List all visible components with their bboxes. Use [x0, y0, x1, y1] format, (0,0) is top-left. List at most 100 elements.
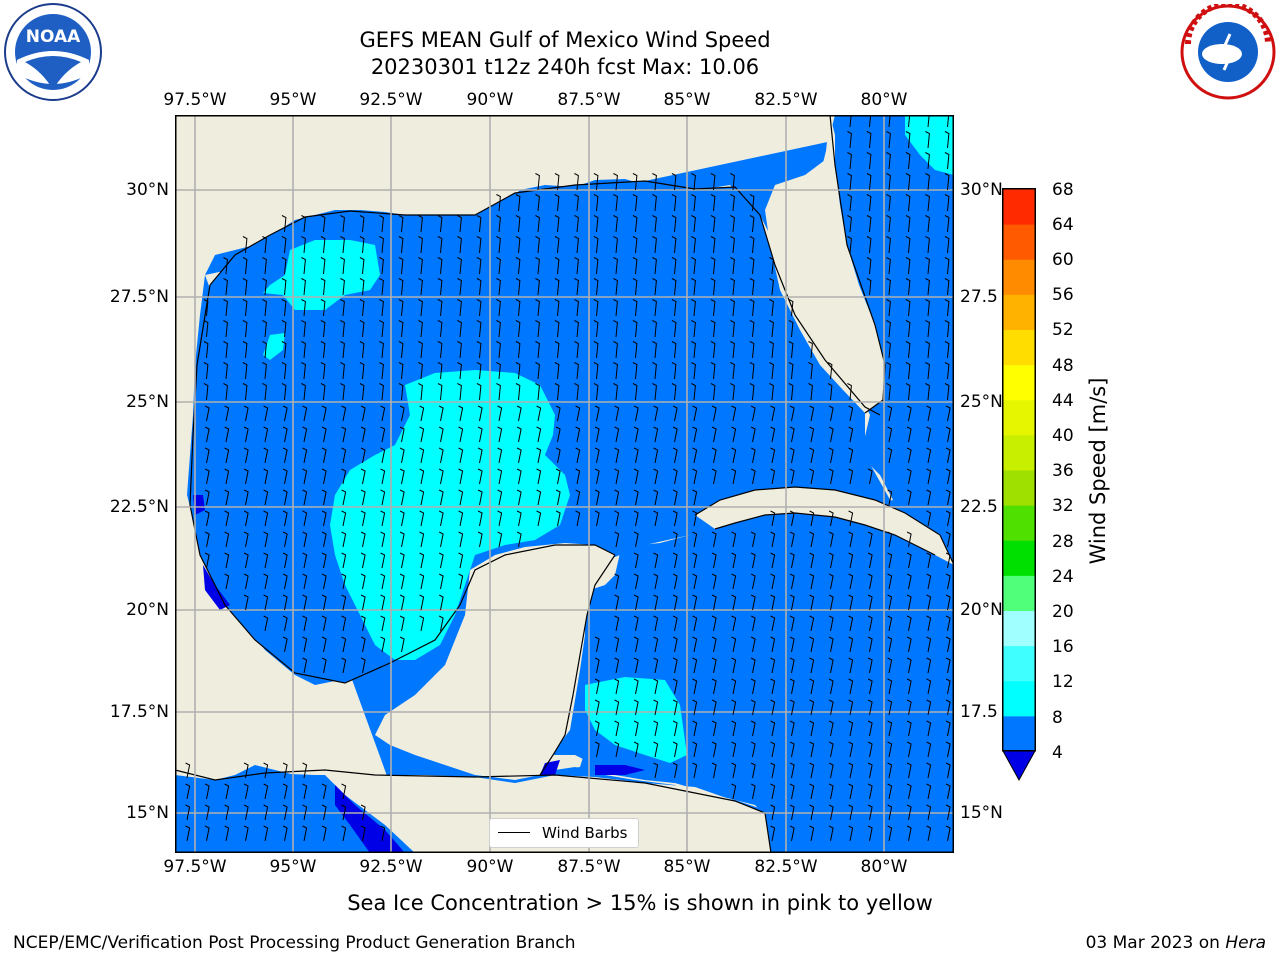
- wind-barb: [789, 720, 795, 737]
- colorbar-swatch: [1002, 575, 1036, 611]
- wind-barb: [555, 405, 561, 422]
- wind-barb: [770, 531, 776, 548]
- wind-barb: [398, 215, 404, 233]
- wind-barb: [360, 426, 366, 443]
- wind-barb: [242, 299, 248, 317]
- colorbar-swatch: [1002, 610, 1036, 647]
- lat-tick-right: 15°N: [960, 803, 1003, 823]
- wind-barb: [282, 510, 288, 527]
- wind-barb: [359, 278, 365, 296]
- wind-barb: [379, 299, 384, 317]
- colorbar-tick-label: 28: [1052, 532, 1074, 552]
- yucatan-land: [375, 543, 615, 780]
- wind-barb: [224, 783, 230, 800]
- wind-barb: [515, 341, 521, 359]
- wind-barb: [653, 699, 659, 716]
- colorbar-title: Wind Speed [m/s]: [1086, 377, 1110, 565]
- coastline: [694, 486, 954, 566]
- wind-barb: [788, 320, 794, 338]
- wind-barb: [711, 594, 717, 611]
- wind-barb: [535, 194, 540, 212]
- wind-barb: [613, 236, 618, 254]
- colorbar-tick-label: 16: [1052, 637, 1074, 657]
- wind-barb: [926, 804, 932, 821]
- wind-barb: [496, 215, 501, 233]
- wind-barb: [731, 573, 737, 590]
- wind-barb: [788, 362, 794, 380]
- wind-barb: [770, 573, 776, 590]
- wind-barb: [926, 657, 932, 674]
- wind-barb: [867, 594, 873, 611]
- wind-barb: [848, 405, 854, 422]
- wind-barb: [730, 257, 735, 275]
- colorbar-swatch: [1002, 364, 1036, 401]
- wind-barb: [301, 215, 306, 233]
- wind-barb: [477, 489, 483, 506]
- wind-barb: [906, 468, 912, 485]
- colorbar: [1002, 188, 1036, 782]
- wind-barb: [691, 215, 696, 233]
- wind-barb: [808, 362, 813, 380]
- wind-barb: [281, 278, 287, 296]
- wind-barb: [789, 699, 795, 716]
- wind-barb: [458, 447, 464, 464]
- wind-barb: [633, 720, 639, 737]
- wind-barb: [887, 657, 893, 674]
- colorbar-swatch: [1002, 505, 1036, 541]
- wind-barb: [204, 783, 210, 800]
- wind-barb: [574, 173, 579, 191]
- wind-barb: [516, 510, 522, 527]
- wind-dark-region: [595, 765, 645, 775]
- wind-barb: [457, 278, 462, 296]
- wind-barb: [925, 362, 930, 380]
- wind-barb: [497, 531, 503, 548]
- wind-barb: [613, 299, 618, 317]
- wind-barb: [497, 447, 503, 464]
- wind-barb: [906, 405, 912, 422]
- wind-barb: [925, 173, 930, 191]
- wind-barb: [653, 741, 659, 758]
- wind-barb: [321, 552, 327, 569]
- wind-barb: [653, 657, 659, 674]
- wind-barb: [926, 783, 932, 800]
- wind-barb: [769, 362, 774, 380]
- wind-barb: [496, 278, 501, 296]
- wind-barb: [867, 552, 873, 569]
- wind-barb: [789, 783, 795, 800]
- wind-barb: [730, 383, 735, 401]
- wind-barb: [554, 320, 560, 338]
- wind-barb: [243, 825, 249, 842]
- wind-barb: [224, 468, 230, 485]
- wind-barb: [770, 699, 776, 716]
- wind-barb: [379, 362, 384, 380]
- coastline: [189, 284, 616, 684]
- wind-barb: [341, 636, 347, 653]
- wind-barb: [555, 447, 561, 464]
- wind-barb: [536, 447, 542, 464]
- wind-barb: [828, 699, 834, 716]
- wind-barb: [458, 531, 464, 548]
- wind-barb: [672, 531, 678, 548]
- wind-dark-region: [540, 760, 560, 775]
- wind-barb: [418, 320, 423, 338]
- lon-tick-top: 97.5°W: [163, 90, 227, 110]
- wind-barb: [242, 236, 248, 254]
- wind-barb: [223, 383, 228, 401]
- wind-barb: [653, 468, 659, 485]
- wind-barb: [380, 510, 386, 527]
- wind-barb: [282, 573, 288, 590]
- wind-barb: [809, 783, 815, 800]
- wind-barb: [633, 468, 639, 485]
- wind-barb: [867, 657, 873, 674]
- wind-barb: [321, 426, 327, 443]
- wind-barb: [535, 299, 540, 317]
- wind-barb: [789, 825, 795, 842]
- wind-barb: [828, 720, 834, 737]
- wind-barb: [731, 594, 737, 611]
- wind-barb: [341, 657, 347, 674]
- wind-barb: [555, 510, 561, 527]
- wind-barb: [554, 194, 560, 212]
- wind-barb: [944, 299, 950, 317]
- wind-barb: [633, 426, 639, 443]
- wind-barb: [458, 468, 464, 485]
